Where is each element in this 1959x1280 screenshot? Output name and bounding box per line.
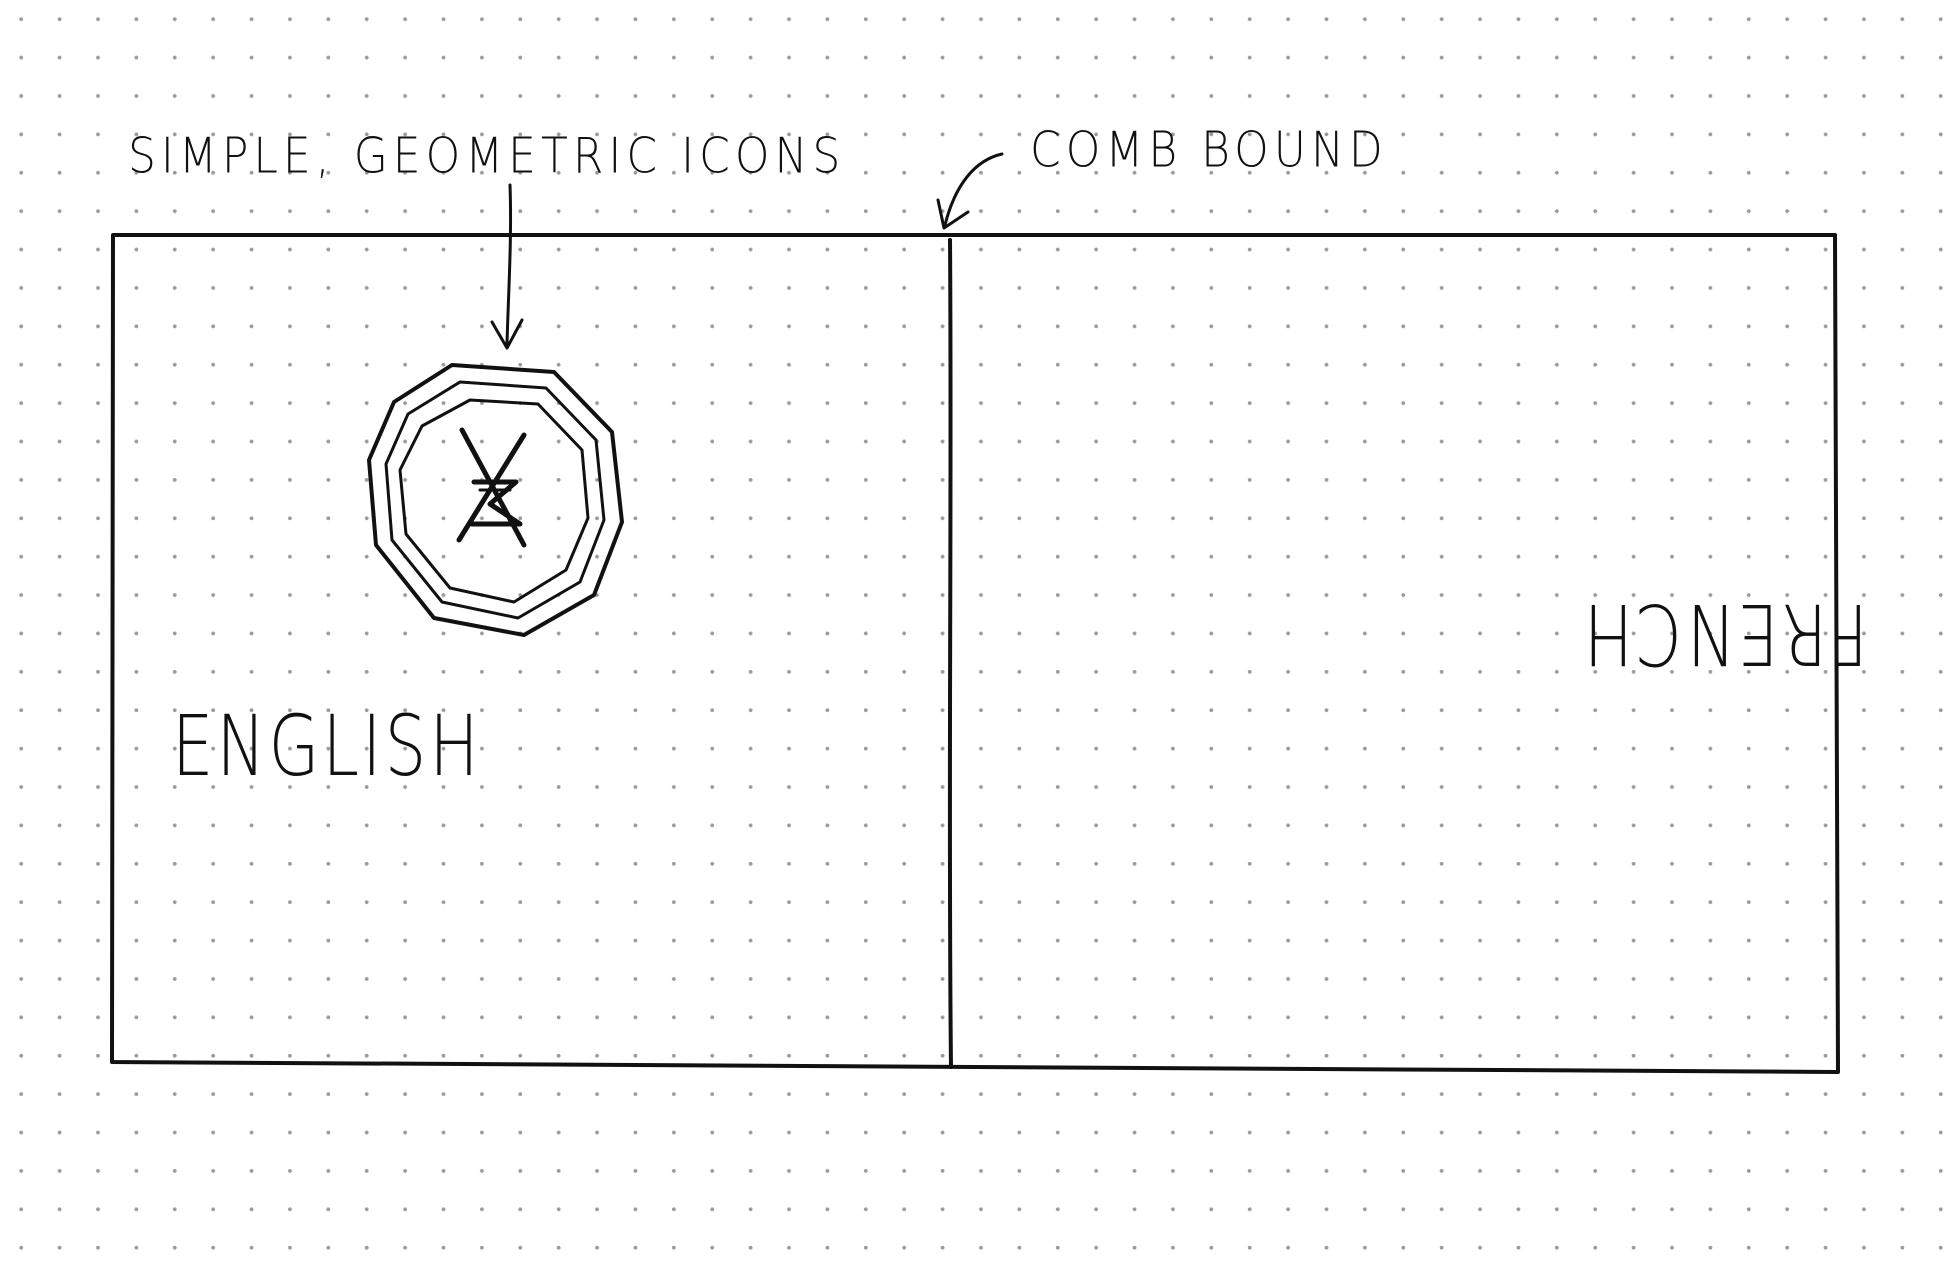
french-heading: FRENCH bbox=[1580, 585, 1868, 683]
left-glyph-icon bbox=[456, 427, 527, 548]
icons-annotation: SIMPLE, GEOMETRIC ICONS bbox=[128, 127, 846, 185]
pamphlet-frame bbox=[110, 233, 1840, 1074]
left-panel bbox=[367, 363, 624, 637]
icons-arrow bbox=[490, 183, 524, 350]
binding-arrow bbox=[936, 152, 1004, 230]
english-heading: ENGLISH bbox=[172, 697, 482, 795]
left-octagon-emblem-icon bbox=[367, 363, 624, 637]
comb-binding-line bbox=[947, 238, 953, 1069]
binding-annotation: COMB BOUND bbox=[1030, 121, 1388, 179]
